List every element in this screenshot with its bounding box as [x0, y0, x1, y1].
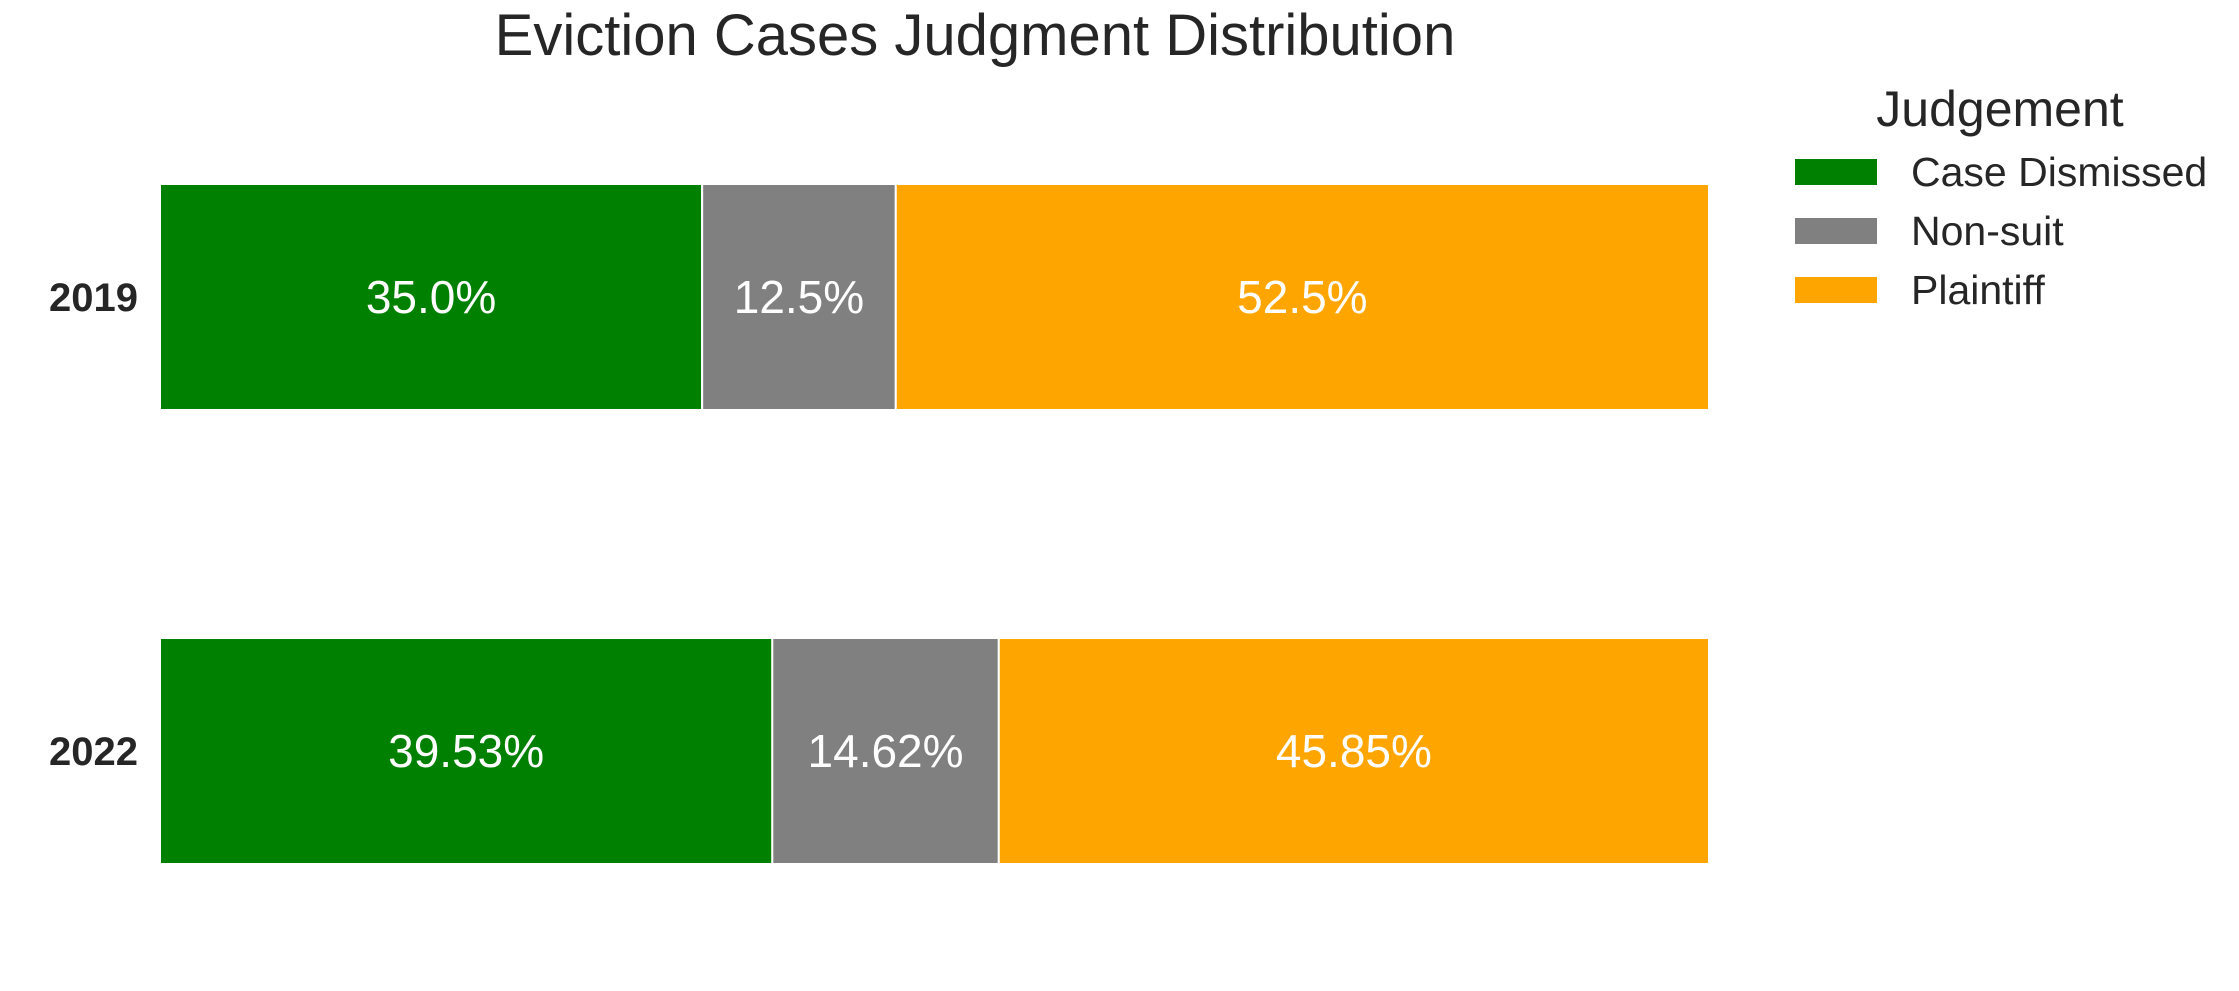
bar-case-dismissed-2019 — [159, 183, 704, 411]
bar-plaintiff-2019 — [894, 183, 1710, 411]
data-label-plaintiff-2022: 45.85% — [1276, 725, 1432, 777]
bar-plaintiff-2022 — [997, 637, 1710, 865]
data-label-plaintiff-2019: 52.5% — [1237, 271, 1367, 323]
legend-swatch-plaintiff — [1795, 277, 1877, 303]
y-tick-label-2022: 2022 — [49, 730, 138, 774]
bar-non-suit-2022 — [771, 637, 1000, 865]
chart-title: Eviction Cases Judgment Distribution — [495, 3, 1456, 68]
bars-layer: 35.0% 12.5% 52.5% 39.53% 14.62% 45.85% — [159, 183, 1710, 865]
y-tick-label-2019: 2019 — [49, 276, 138, 320]
legend-label-case-dismissed: Case Dismissed — [1911, 149, 2207, 195]
bar-case-dismissed-2022 — [159, 637, 774, 865]
legend-title: Judgement — [1876, 81, 2123, 137]
data-label-case-dismissed-2022: 39.53% — [388, 725, 544, 777]
data-label-non-suit-2019: 12.5% — [734, 271, 864, 323]
y-axis-ticks: 2019 2022 — [49, 276, 138, 774]
legend-swatch-case-dismissed — [1795, 159, 1877, 185]
legend: Judgement Case Dismissed Non-suit Plaintif… — [1795, 81, 2207, 313]
legend-swatch-non-suit — [1795, 218, 1877, 244]
data-label-case-dismissed-2019: 35.0% — [366, 271, 496, 323]
legend-label-non-suit: Non-suit — [1911, 208, 2064, 254]
data-label-non-suit-2022: 14.62% — [808, 725, 964, 777]
legend-label-plaintiff: Plaintiff — [1911, 267, 2045, 313]
bar-non-suit-2019 — [701, 183, 897, 411]
